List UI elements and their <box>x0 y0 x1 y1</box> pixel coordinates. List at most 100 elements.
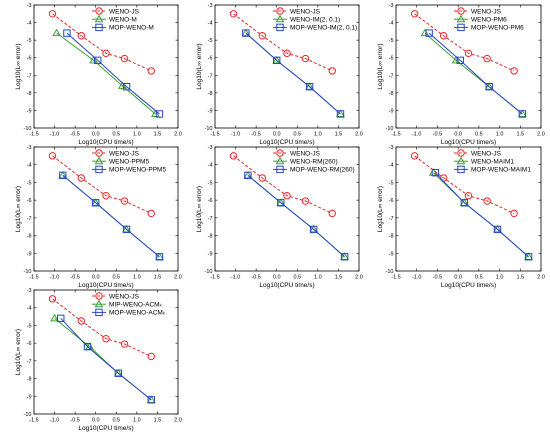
plot-frame <box>33 289 179 415</box>
data-point <box>118 81 127 89</box>
y-tick-label: -7 <box>27 216 32 222</box>
data-point <box>456 56 464 65</box>
x-axis-label: Log10(CPU time/s) <box>78 282 133 289</box>
series-3 <box>57 314 155 404</box>
legend-marker <box>276 149 284 157</box>
y-tick-label: -4 <box>208 163 213 169</box>
y-tick-label: -7 <box>389 73 394 79</box>
data-point <box>425 29 433 37</box>
data-point <box>102 335 110 343</box>
y-axis-label: Log10(L∞ error) <box>196 43 203 89</box>
x-tick-label: 0.5 <box>112 418 120 424</box>
legend-marker <box>457 7 465 15</box>
legend-entry: WENO-JS <box>290 150 321 157</box>
x-tick-label: 0.0 <box>92 132 100 138</box>
y-axis-label: Log10(L∞ error) <box>15 43 22 89</box>
series-3 <box>59 171 164 261</box>
x-tick-label: -1.0 <box>50 418 59 424</box>
y-tick-label: -8 <box>27 377 32 383</box>
data-point <box>83 342 92 351</box>
data-point <box>94 56 102 65</box>
x-tick-label: -1.5 <box>391 275 400 281</box>
legend: WENO-JS WENO-IM(2, 0.1)MOP-WENO-IM(2, 0.1… <box>273 7 357 32</box>
legend-marker <box>95 165 103 174</box>
legend-marker <box>457 165 465 174</box>
series-line <box>52 13 152 72</box>
data-point <box>48 295 57 303</box>
y-tick-label: -6 <box>27 341 32 347</box>
data-point <box>242 29 250 37</box>
legend-marker <box>456 14 466 23</box>
y-axis-label: Log10(L∞ error) <box>15 186 22 232</box>
x-axis-label: Log10(CPU time/s) <box>259 139 314 146</box>
data-point <box>276 198 286 206</box>
data-point <box>272 55 282 64</box>
plot-frame <box>214 146 360 272</box>
data-point <box>309 224 319 233</box>
data-point <box>58 170 68 179</box>
x-tick-label: -0.5 <box>433 132 442 138</box>
legend-entry: MOP-WENO-RM(260) <box>290 167 355 174</box>
data-point <box>120 340 129 348</box>
y-tick-label: -9 <box>208 108 213 114</box>
data-point <box>518 110 527 118</box>
x-tick-label: -1.5 <box>210 275 219 281</box>
data-point <box>459 198 469 206</box>
y-axis-label: Log10(L∞ error) <box>377 186 384 232</box>
x-tick-label: 1.5 <box>154 418 162 424</box>
data-point <box>48 152 57 160</box>
chart-panel-1: -1.5 -1.0 -0.5 0.0 0.5 1.0 1.5 2.0 -10 -9 -8 -7 -6 -5… <box>15 3 182 146</box>
legend-marker <box>457 23 465 32</box>
legend-marker <box>276 7 284 15</box>
y-tick-label: -4 <box>389 21 394 27</box>
y-tick-label: -5 <box>208 180 213 186</box>
data-point <box>277 199 285 207</box>
y-tick-label: -3 <box>389 145 394 151</box>
data-point <box>336 109 345 118</box>
y-tick-label: -3 <box>27 288 32 294</box>
y-tick-label: -5 <box>208 38 213 44</box>
data-point <box>59 171 67 180</box>
data-point <box>122 224 131 233</box>
x-tick-label: 1.0 <box>133 275 141 281</box>
chart-panel-4: -1.5 -1.0 -0.5 0.0 0.5 1.0 1.5 2.0 -10 -9 -8 -7 -6 -5… <box>15 145 182 289</box>
legend-marker <box>94 14 104 23</box>
series-1 <box>48 295 155 361</box>
data-point <box>340 253 349 261</box>
x-tick-label: -1.5 <box>210 132 219 138</box>
chart-panel-2: -1.5 -1.0 -0.5 0.0 0.5 1.0 1.5 2.0 -10 -9 -8 -7 -6 -5… <box>196 3 363 146</box>
series-3 <box>431 168 533 261</box>
y-tick-label: -7 <box>27 359 32 365</box>
legend-marker <box>95 149 103 157</box>
x-tick-label: 2.0 <box>537 275 545 281</box>
data-point <box>122 225 131 234</box>
y-tick-label: -7 <box>389 216 394 222</box>
data-point <box>510 67 518 75</box>
data-point <box>122 83 131 91</box>
series-line <box>56 32 156 115</box>
y-tick-label: -5 <box>27 323 32 329</box>
data-point <box>147 67 155 75</box>
data-point <box>50 313 59 322</box>
x-tick-label: 0.0 <box>273 275 281 281</box>
y-tick-label: -6 <box>208 198 213 204</box>
series-line <box>428 32 523 115</box>
x-tick-label: 1.0 <box>496 132 504 138</box>
data-point <box>85 342 94 350</box>
x-tick-label: -1.5 <box>29 275 38 281</box>
data-point <box>340 252 349 260</box>
legend-marker <box>95 308 103 317</box>
data-point <box>451 55 461 64</box>
y-tick-label: -4 <box>27 21 32 27</box>
legend-entry: WENO-JS <box>471 150 502 157</box>
data-point <box>428 168 438 176</box>
data-point <box>146 395 156 403</box>
x-tick-label: -1.5 <box>391 132 400 138</box>
x-tick-label: 1.5 <box>516 132 524 138</box>
series-line <box>245 32 341 115</box>
data-point <box>464 192 473 200</box>
legend-marker <box>275 156 285 165</box>
y-tick-label: -3 <box>389 3 394 9</box>
y-tick-label: -10 <box>24 412 32 418</box>
